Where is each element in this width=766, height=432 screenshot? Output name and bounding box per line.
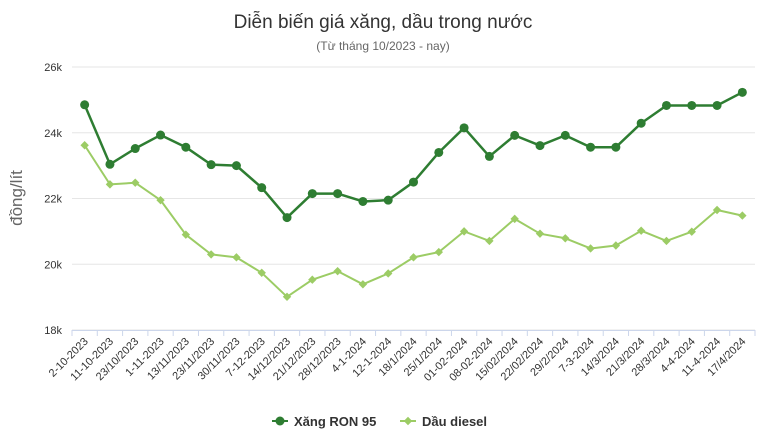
data-point[interactable] — [484, 151, 494, 161]
data-point[interactable] — [308, 275, 317, 284]
legend-item-diesel[interactable]: Dầu diesel — [400, 414, 487, 429]
data-point[interactable] — [384, 269, 393, 278]
data-point[interactable] — [510, 214, 519, 224]
data-point[interactable] — [586, 142, 596, 152]
data-point[interactable] — [535, 141, 545, 151]
legend-label: Xăng RON 95 — [294, 414, 376, 429]
data-point[interactable] — [333, 189, 343, 199]
data-point[interactable] — [712, 100, 722, 110]
data-point[interactable] — [434, 147, 444, 157]
data-point[interactable] — [586, 244, 595, 253]
data-point[interactable] — [662, 236, 671, 246]
legend-marker — [403, 416, 413, 426]
data-point[interactable] — [737, 87, 747, 97]
grid-layer — [72, 66, 755, 331]
data-point[interactable] — [459, 123, 469, 133]
data-point[interactable] — [131, 178, 140, 187]
data-point[interactable] — [257, 268, 266, 277]
data-point[interactable] — [358, 280, 368, 289]
data-point[interactable] — [409, 253, 418, 262]
y-tick-label: 26k — [44, 62, 62, 74]
data-point[interactable] — [459, 227, 469, 236]
y-tick-label: 24k — [44, 128, 62, 140]
data-point[interactable] — [636, 226, 646, 235]
legend-marker — [275, 416, 285, 426]
data-point[interactable] — [282, 292, 292, 301]
data-point[interactable] — [156, 195, 165, 205]
data-point[interactable] — [560, 130, 570, 140]
data-point[interactable] — [712, 205, 722, 215]
data-point[interactable] — [206, 160, 216, 170]
series-ron95 — [80, 87, 747, 223]
data-point[interactable] — [206, 250, 216, 259]
data-point[interactable] — [485, 236, 494, 246]
data-point[interactable] — [738, 211, 747, 220]
y-tick-label: 20k — [44, 259, 62, 271]
data-point[interactable] — [561, 234, 570, 243]
data-point[interactable] — [535, 229, 545, 238]
y-tick-label: 18k — [44, 325, 62, 337]
data-point[interactable] — [105, 180, 115, 189]
data-point[interactable] — [80, 100, 90, 110]
data-point[interactable] — [687, 227, 696, 236]
data-point[interactable] — [383, 195, 393, 205]
y-tick-label: 22k — [44, 194, 62, 206]
data-point[interactable] — [181, 142, 191, 152]
series-diesel — [80, 141, 747, 301]
data-point[interactable] — [257, 183, 267, 193]
data-point[interactable] — [130, 144, 140, 154]
data-point[interactable] — [282, 213, 292, 223]
data-point[interactable] — [80, 141, 89, 150]
data-point[interactable] — [661, 100, 671, 110]
data-point[interactable] — [231, 161, 241, 171]
data-point[interactable] — [611, 142, 621, 152]
legend-item-ron95[interactable]: Xăng RON 95 — [272, 414, 376, 429]
series-layer — [80, 87, 747, 301]
data-point[interactable] — [156, 130, 166, 140]
legend[interactable]: Xăng RON 95 Dầu diesel — [272, 414, 487, 429]
axis-layer: 18k20k22k24k26k2-10-202311-10-202323/10/… — [44, 62, 756, 384]
chart-title: Diễn biến giá xăng, dầu trong nước — [234, 11, 533, 33]
data-point[interactable] — [307, 189, 317, 199]
series-line — [83, 144, 743, 298]
data-point[interactable] — [687, 100, 697, 110]
data-point[interactable] — [181, 230, 191, 239]
data-point[interactable] — [409, 177, 418, 187]
data-point[interactable] — [611, 241, 621, 250]
data-point[interactable] — [510, 130, 520, 140]
chart-subtitle: (Từ tháng 10/2023 - nay) — [316, 39, 449, 53]
y-axis-label: đồng/lít — [7, 170, 26, 226]
legend-label: Dầu diesel — [422, 414, 487, 429]
data-point[interactable] — [232, 253, 241, 262]
data-point[interactable] — [434, 247, 443, 257]
data-point[interactable] — [105, 159, 115, 169]
data-point[interactable] — [333, 266, 342, 276]
data-point[interactable] — [358, 196, 368, 206]
data-point[interactable] — [636, 118, 646, 128]
